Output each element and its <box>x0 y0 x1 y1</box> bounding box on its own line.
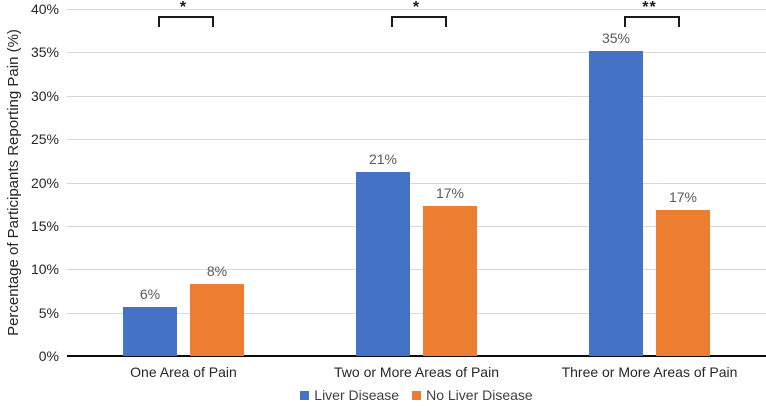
legend-item: No Liver Disease <box>412 387 533 403</box>
bar-value-label: 17% <box>668 189 698 206</box>
y-tick-label: 5% <box>38 304 59 321</box>
bar-value-label: 35% <box>601 29 631 46</box>
legend-label: No Liver Disease <box>426 387 533 403</box>
category-label: One Area of Pain <box>130 364 237 380</box>
gridline <box>67 225 766 227</box>
y-tick-label: 15% <box>30 217 59 234</box>
gridline <box>67 139 766 141</box>
y-tick-label: 20% <box>30 174 59 191</box>
y-tick-label: 40% <box>30 1 59 17</box>
bar-value-label: 6% <box>139 286 161 303</box>
legend-swatch-liver-disease <box>300 390 310 400</box>
category-label: Three or More Areas of Pain <box>561 364 738 380</box>
y-tick-label: 0% <box>38 348 59 364</box>
bar-liver-disease <box>123 307 177 356</box>
bar-no-liver-disease <box>190 283 244 356</box>
x-axis-line <box>67 355 766 357</box>
gridline <box>67 52 766 54</box>
significance-stars: ** <box>642 0 657 16</box>
significance-bracket <box>390 16 447 27</box>
gridline <box>67 269 766 271</box>
bar-value-label: 8% <box>206 262 228 279</box>
significance-bracket <box>623 16 680 27</box>
category-label: Two or More Areas of Pain <box>334 364 499 380</box>
gridline <box>67 312 766 314</box>
bar-no-liver-disease <box>656 210 710 356</box>
significance-bracket <box>157 16 214 27</box>
bar-value-label: 21% <box>368 151 398 168</box>
gridline <box>67 182 766 184</box>
y-tick-label: 10% <box>30 261 59 278</box>
bar-no-liver-disease <box>423 205 477 356</box>
gridline <box>67 9 766 10</box>
legend-item: Liver Disease <box>300 387 399 403</box>
legend-label: Liver Disease <box>314 387 400 403</box>
bar-liver-disease <box>356 172 410 356</box>
y-tick-label: 35% <box>30 44 59 61</box>
gridline <box>67 95 766 97</box>
y-tick-label: 30% <box>30 87 59 104</box>
legend: Liver Disease No Liver Disease <box>67 387 766 403</box>
significance-stars: * <box>179 0 188 16</box>
significance-stars: * <box>412 0 421 16</box>
bar-liver-disease <box>589 50 643 356</box>
legend-swatch-no-liver-disease <box>412 390 422 400</box>
y-tick-label: 25% <box>30 131 59 148</box>
bar-value-label: 17% <box>435 184 465 201</box>
